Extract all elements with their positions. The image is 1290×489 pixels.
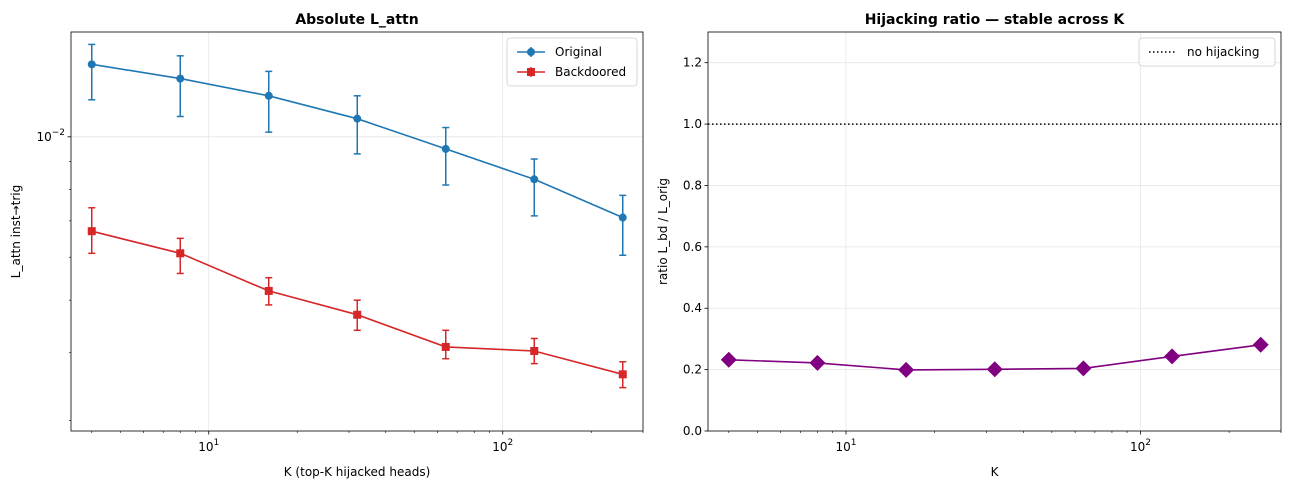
data-point bbox=[264, 91, 273, 100]
data-point bbox=[986, 361, 1003, 378]
y-tick-label: 0.8 bbox=[683, 178, 702, 192]
y-tick-label: 1.0 bbox=[683, 117, 702, 131]
x-axis-label: K (top-K hijacked heads) bbox=[284, 465, 431, 479]
data-point bbox=[809, 354, 826, 371]
legend-box bbox=[1138, 37, 1276, 67]
y-tick-label: 0.6 bbox=[683, 240, 702, 254]
y-tick-label: 0.4 bbox=[683, 301, 702, 315]
data-point bbox=[1252, 336, 1269, 353]
series-ratio bbox=[720, 336, 1269, 378]
legend-swatch-marker bbox=[527, 68, 535, 76]
ticks bbox=[704, 62, 1282, 435]
x-tick-label: 102 bbox=[1130, 438, 1151, 454]
data-point bbox=[87, 60, 96, 69]
grid bbox=[71, 32, 643, 431]
plot-frame bbox=[707, 31, 1282, 432]
y-axis-label: L_attn inst→trig bbox=[9, 185, 23, 278]
data-point bbox=[176, 249, 185, 258]
ticks bbox=[67, 136, 644, 435]
data-point bbox=[1075, 360, 1092, 377]
legend-label: Original bbox=[555, 45, 602, 59]
legend: no hijacking bbox=[1138, 37, 1276, 67]
data-point bbox=[1164, 348, 1181, 365]
chart-title: Absolute L_attn bbox=[295, 12, 418, 28]
x-tick-label: 101 bbox=[198, 438, 219, 454]
data-point bbox=[441, 342, 450, 351]
data-point bbox=[353, 310, 362, 319]
y-tick-label: 10−2 bbox=[36, 128, 65, 144]
series-original bbox=[87, 43, 627, 256]
data-point bbox=[618, 370, 627, 379]
y-tick-label: 1.2 bbox=[683, 56, 702, 70]
data-point bbox=[530, 175, 539, 184]
y-tick-label: 0.0 bbox=[683, 424, 702, 438]
data-point bbox=[618, 213, 627, 222]
x-axis-label: K bbox=[991, 465, 1000, 479]
x-tick-label: 102 bbox=[492, 438, 513, 454]
y-axis-label: ratio L_bd / L_orig bbox=[656, 178, 670, 285]
data-point bbox=[441, 144, 450, 153]
chart-title: Hijacking ratio — stable across K bbox=[865, 12, 1126, 28]
plot-frame bbox=[70, 31, 644, 432]
legend: Original Backdoored bbox=[506, 37, 638, 87]
data-point bbox=[720, 351, 737, 368]
panel-hijacking-ratio: 101 102 0.0 0.2 0.4 0.6 0.8 1.0 1.2 Hijacking rat… bbox=[656, 12, 1282, 479]
legend-swatch-marker bbox=[527, 48, 535, 56]
legend-label: Backdoored bbox=[555, 65, 626, 79]
y-tick-label: 0.2 bbox=[683, 363, 702, 377]
legend-label: no hijacking bbox=[1187, 45, 1260, 59]
data-point bbox=[530, 346, 539, 355]
data-point bbox=[898, 361, 915, 378]
series-backdoored bbox=[87, 207, 627, 389]
data-point bbox=[353, 114, 362, 123]
data-point bbox=[176, 74, 185, 83]
panel-absolute-l-attn: 101 102 10−2 Absolute L_attn K (top-K hijack… bbox=[9, 12, 644, 479]
legend-box bbox=[506, 37, 638, 87]
data-point bbox=[87, 227, 96, 236]
data-point bbox=[264, 286, 273, 295]
x-tick-label: 101 bbox=[835, 438, 856, 454]
